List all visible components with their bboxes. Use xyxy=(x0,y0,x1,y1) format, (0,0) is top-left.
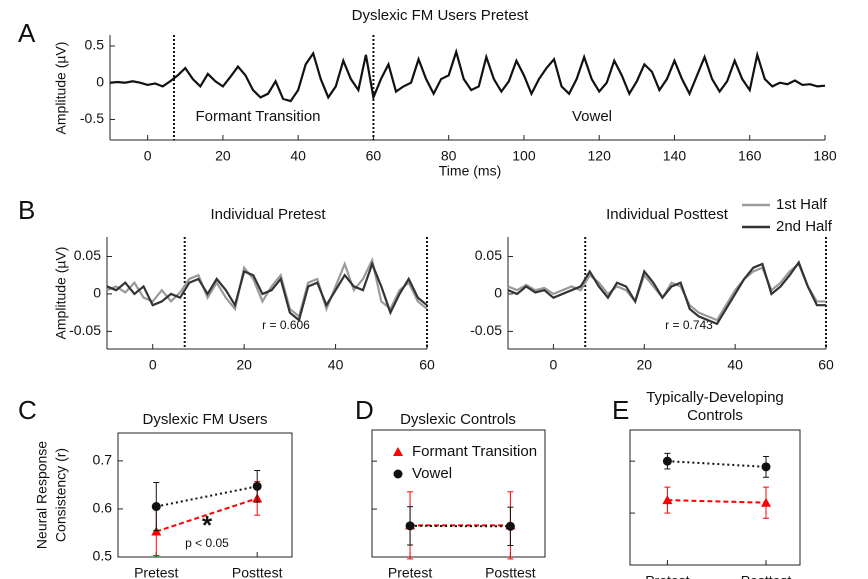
y-tick-label: 0.6 xyxy=(93,500,113,516)
panel-label: D xyxy=(355,395,374,425)
y-tick-label: 0.5 xyxy=(93,548,113,564)
series-line xyxy=(109,48,826,103)
y-tick-label: 0.7 xyxy=(93,452,113,468)
series-line xyxy=(156,485,258,508)
y-tick-label: -0.05 xyxy=(69,322,101,338)
point xyxy=(662,495,673,505)
legend-label: Vowel xyxy=(412,465,452,482)
chart-title: Individual Pretest xyxy=(210,206,326,223)
x-tick-label: 40 xyxy=(328,357,344,373)
chart-title: Dyslexic FM Users Pretest xyxy=(352,7,530,24)
y-tick-label: -0.5 xyxy=(80,110,104,126)
y-tick-label: 0 xyxy=(494,285,502,301)
y-axis-label-line: Consistency (r) xyxy=(52,448,68,542)
x-tick-label: Pretest xyxy=(388,565,432,579)
chart-title: Typically-Developing Controls xyxy=(646,389,784,424)
x-tick-label: Posttest xyxy=(232,565,283,579)
y-axis-label: Amplitude (µV) xyxy=(53,42,69,135)
x-tick-label: 20 xyxy=(215,148,231,164)
chart-title-line: Typically-Developing xyxy=(646,389,784,406)
y-tick-label: 0.05 xyxy=(475,247,502,263)
legend-label: 1st Half xyxy=(776,196,828,213)
point xyxy=(505,521,515,531)
chart-title-line: Controls xyxy=(687,407,743,424)
y-axis-label: Amplitude (µV) xyxy=(53,247,69,340)
annotation: r = 0.606 xyxy=(262,318,310,332)
x-tick-label: 100 xyxy=(512,148,536,164)
annotation: r = 0.743 xyxy=(665,318,713,332)
panel-label: C xyxy=(18,395,37,425)
point xyxy=(393,447,403,456)
point xyxy=(252,481,262,491)
y-axis-label-line: Neural Response xyxy=(33,441,49,549)
x-tick-label: 180 xyxy=(813,148,837,164)
x-tick-label: Pretest xyxy=(134,565,178,579)
chart-title: Individual Posttest xyxy=(606,206,729,223)
x-tick-label: 0 xyxy=(149,357,157,373)
x-tick-label: 60 xyxy=(419,357,435,373)
point xyxy=(761,497,771,507)
x-tick-label: 60 xyxy=(366,148,382,164)
series-line xyxy=(507,262,826,322)
chart-title: Dyslexic FM Users xyxy=(142,411,267,428)
annotation: Vowel xyxy=(572,108,612,125)
x-tick-label: Pretest xyxy=(645,573,689,579)
point xyxy=(393,469,403,479)
annotation: Formant Transition xyxy=(195,108,320,125)
x-tick-label: Posttest xyxy=(741,573,792,579)
y-tick-label: 0 xyxy=(96,73,104,89)
panel-label: B xyxy=(18,195,35,225)
annotation: * xyxy=(202,510,213,540)
y-tick-label: 0 xyxy=(93,285,101,301)
x-tick-label: 40 xyxy=(290,148,306,164)
series-line xyxy=(106,256,428,319)
y-tick-label: -0.05 xyxy=(470,322,502,338)
point xyxy=(151,502,161,512)
x-tick-label: 0 xyxy=(144,148,152,164)
y-tick-label: 0.5 xyxy=(85,37,105,53)
panel-label: E xyxy=(612,395,629,425)
series-line xyxy=(667,499,767,504)
x-tick-label: 120 xyxy=(588,148,612,164)
x-tick-label: 0 xyxy=(550,357,558,373)
series-line xyxy=(106,260,428,323)
x-tick-label: 80 xyxy=(441,148,457,164)
series-line xyxy=(155,497,258,533)
point xyxy=(662,456,672,466)
plot-frame xyxy=(117,432,293,558)
legend-label: Formant Transition xyxy=(412,443,537,460)
x-tick-label: 140 xyxy=(663,148,687,164)
chart-title: Dyslexic Controls xyxy=(400,411,516,428)
x-axis-label: Time (ms) xyxy=(439,163,501,179)
series-line xyxy=(667,460,767,468)
x-tick-label: 20 xyxy=(636,357,652,373)
x-tick-label: 40 xyxy=(727,357,743,373)
plot-frame xyxy=(629,429,801,566)
annotation: p < 0.05 xyxy=(185,536,229,550)
x-tick-label: 160 xyxy=(738,148,762,164)
y-axis-label: Neural Response Consistency (r) xyxy=(33,441,68,549)
panel-label: A xyxy=(18,18,36,48)
point xyxy=(761,462,771,472)
legend-label: 2nd Half xyxy=(776,218,833,235)
series-line xyxy=(507,260,826,326)
plot-frame xyxy=(371,429,546,558)
point xyxy=(405,521,415,531)
x-tick-label: 60 xyxy=(818,357,834,373)
y-tick-label: 0.05 xyxy=(74,247,101,263)
x-tick-label: Posttest xyxy=(485,565,536,579)
x-tick-label: 20 xyxy=(236,357,252,373)
